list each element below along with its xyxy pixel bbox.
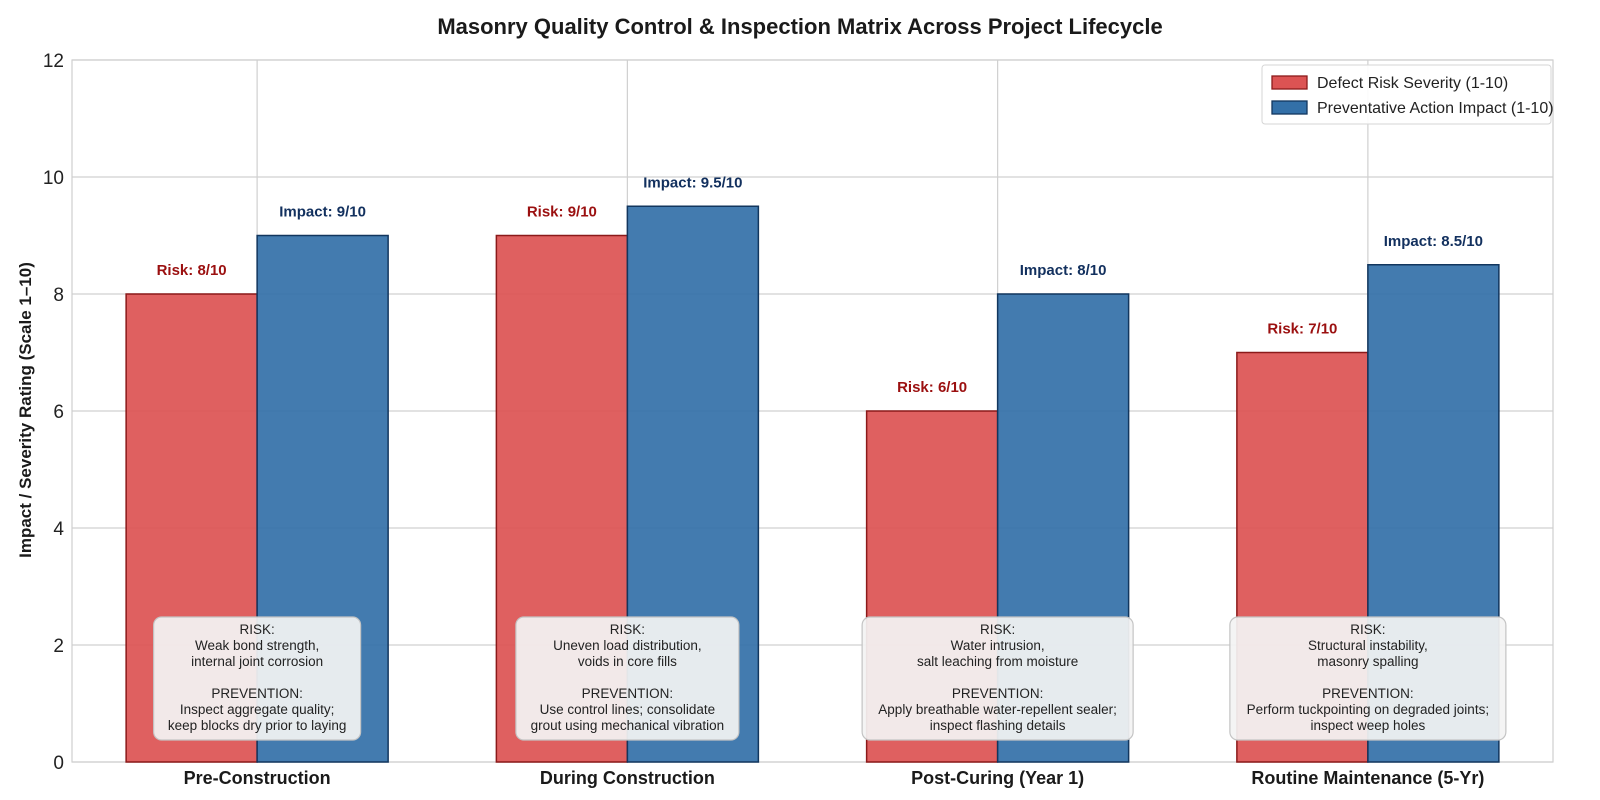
- annotation-box-background: [153, 616, 362, 741]
- x-tick-label: Post-Curing (Year 1): [911, 768, 1084, 788]
- annotation-box: RISK:Weak bond strength,internal joint c…: [153, 616, 362, 741]
- legend-label-risk: Defect Risk Severity (1-10): [1317, 75, 1508, 92]
- y-tick-label: 0: [53, 753, 64, 774]
- annotation-line: PREVENTION:: [211, 686, 303, 701]
- annotation-box-background: [515, 616, 740, 741]
- ticks-layer: 0 2 4 6 8 10 12 Pre-Construction During Construc…: [43, 51, 1485, 788]
- annotation-line: RISK:: [1350, 622, 1385, 637]
- annotation-line: Apply breathable water-repellent sealer;: [878, 702, 1117, 717]
- annotation-box: RISK:Uneven load distribution,voids in c…: [515, 616, 740, 741]
- annotation-line: PREVENTION:: [582, 686, 674, 701]
- data-labels-layer: Risk: 8/10 Risk: 9/10 Risk: 6/10 Risk: 7/10…: [157, 174, 1483, 396]
- legend-box: [1261, 64, 1552, 125]
- impact-data-label: Impact: 9/10: [279, 204, 366, 221]
- risk-data-label: Risk: 7/10: [1267, 321, 1337, 338]
- annotation-line: Water intrusion,: [951, 638, 1045, 653]
- annotation-line: salt leaching from moisture: [917, 654, 1078, 669]
- annotation-line: Use control lines; consolidate: [540, 702, 716, 717]
- annotation-line: Structural instability,: [1308, 638, 1428, 653]
- annotation-line: PREVENTION:: [952, 686, 1044, 701]
- annotation-line: internal joint corrosion: [191, 654, 323, 669]
- risk-data-label: Risk: 8/10: [157, 262, 227, 279]
- annotation-line: voids in core fills: [578, 654, 677, 669]
- annotation-line: inspect weep holes: [1310, 718, 1425, 733]
- annotation-line: RISK:: [239, 622, 274, 637]
- annotation-box: RISK:Structural instability,masonry spal…: [1229, 616, 1507, 741]
- annotation-boxes-layer: RISK:Weak bond strength,internal joint c…: [153, 616, 1507, 741]
- annotation-box: RISK:Water intrusion,salt leaching from …: [861, 616, 1134, 741]
- impact-data-label: Impact: 8/10: [1020, 262, 1107, 279]
- legend-swatch-impact: [1271, 100, 1308, 115]
- annotation-line: inspect flashing details: [930, 718, 1066, 733]
- x-tick-label: Routine Maintenance (5-Yr): [1251, 768, 1484, 788]
- y-tick-label: 4: [53, 519, 64, 540]
- annotation-line: Inspect aggregate quality;: [180, 702, 335, 717]
- annotation-line: grout using mechanical vibration: [531, 718, 725, 733]
- annotation-line: RISK:: [610, 622, 645, 637]
- legend-swatch-risk: [1271, 75, 1308, 90]
- impact-data-label: Impact: 8.5/10: [1384, 233, 1483, 250]
- x-tick-label: Pre-Construction: [184, 768, 331, 788]
- y-tick-label: 10: [43, 168, 64, 189]
- y-tick-label: 12: [43, 51, 64, 72]
- risk-data-label: Risk: 6/10: [897, 379, 967, 396]
- plot-frame: [71, 59, 1554, 763]
- annotation-box-background: [861, 616, 1134, 741]
- y-tick-label: 2: [53, 636, 64, 657]
- annotation-line: masonry spalling: [1317, 654, 1418, 669]
- y-tick-label: 6: [53, 402, 64, 423]
- annotation-line: keep blocks dry prior to laying: [168, 718, 347, 733]
- legend: Defect Risk Severity (1-10) Preventative …: [1261, 64, 1554, 125]
- impact-data-label: Impact: 9.5/10: [643, 174, 742, 191]
- chart-title: Masonry Quality Control & Inspection Mat…: [437, 14, 1162, 39]
- annotation-line: PREVENTION:: [1322, 686, 1414, 701]
- annotation-line: Uneven load distribution,: [553, 638, 702, 653]
- x-tick-label: During Construction: [540, 768, 715, 788]
- annotation-line: RISK:: [980, 622, 1015, 637]
- annotation-line: Perform tuckpointing on degraded joints;: [1247, 702, 1489, 717]
- y-tick-label: 8: [53, 285, 64, 306]
- risk-data-label: Risk: 9/10: [527, 204, 597, 221]
- annotation-line: Weak bond strength,: [195, 638, 319, 653]
- legend-label-impact: Preventative Action Impact (1-10): [1317, 100, 1554, 117]
- y-axis-label: Impact / Severity Rating (Scale 1–10): [16, 262, 35, 558]
- annotation-box-background: [1229, 616, 1507, 741]
